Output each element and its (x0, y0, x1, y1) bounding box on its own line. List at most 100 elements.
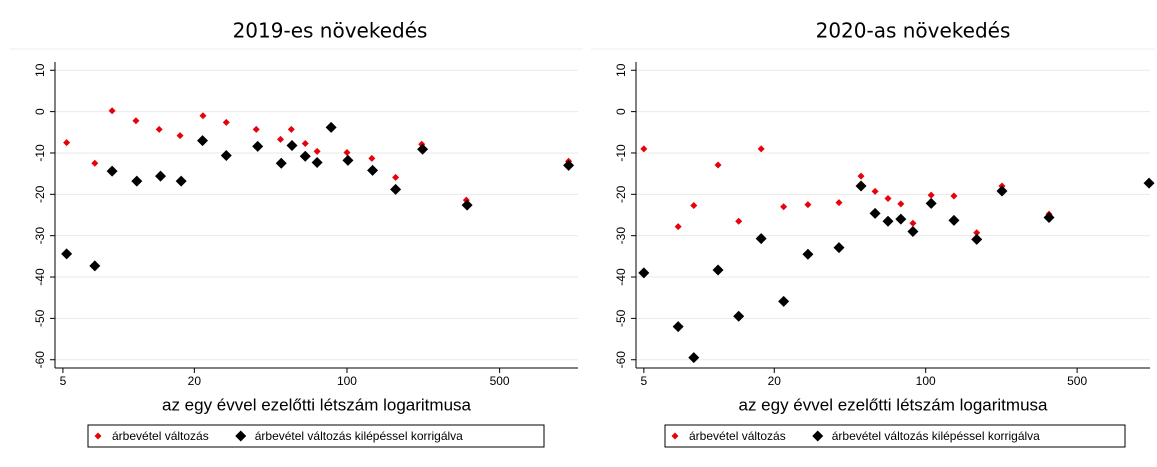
y-tick-label: -40 (33, 268, 47, 286)
legend-box (664, 424, 1126, 448)
point (417, 143, 429, 155)
legend-label: árbevétel változás kilépéssel korrigálva (832, 429, 1040, 443)
point (882, 215, 894, 227)
legend-box (87, 424, 545, 448)
legend-label: árbevétel változás (112, 429, 209, 443)
point (973, 229, 981, 237)
point (714, 161, 722, 169)
x-tick-label: 500 (1067, 374, 1087, 388)
point (175, 175, 187, 187)
legend-label: árbevétel változás kilépéssel korrigálva (255, 429, 463, 443)
y-tick-label: 10 (614, 63, 628, 77)
legend-marker (235, 430, 247, 442)
point (857, 172, 865, 180)
point (155, 125, 163, 133)
point (176, 132, 184, 140)
point (106, 165, 118, 177)
point (275, 157, 287, 169)
y-tick-label: -50 (614, 309, 628, 327)
point (855, 180, 867, 192)
point (342, 154, 354, 166)
point (1143, 177, 1155, 189)
point (461, 199, 473, 211)
point (89, 260, 101, 272)
y-tick-label: -30 (614, 227, 628, 245)
legend-marker (812, 430, 824, 442)
x-tick-label: 100 (916, 374, 936, 388)
point (222, 118, 230, 126)
x-axis-label: az egy évvel ezelőtti létszám logaritmus… (162, 395, 472, 414)
legend-marker (671, 432, 679, 440)
point (927, 191, 935, 199)
point (132, 117, 140, 125)
y-tick-label: -50 (33, 309, 47, 327)
point (835, 199, 843, 207)
x-tick-label: 5 (641, 374, 648, 388)
point (778, 295, 790, 307)
y-tick-label: 10 (33, 63, 47, 77)
point (674, 223, 682, 231)
point (368, 154, 376, 162)
point (220, 149, 232, 161)
point (390, 183, 402, 195)
point (871, 187, 879, 195)
point (925, 197, 937, 209)
point (804, 201, 812, 209)
y-tick-label: 0 (614, 108, 628, 115)
point (1043, 211, 1055, 223)
point (672, 321, 684, 333)
point (286, 140, 298, 152)
y-tick-label: -10 (614, 144, 628, 162)
point (299, 150, 311, 162)
point (313, 147, 321, 155)
y-tick-label: -40 (614, 268, 628, 286)
y-tick-label: 0 (33, 108, 47, 115)
point (688, 352, 700, 364)
point (252, 140, 264, 152)
point (61, 248, 73, 260)
x-axis-label: az egy évvel ezelőtti létszám logaritmus… (739, 395, 1049, 414)
point (311, 156, 323, 168)
point (971, 233, 983, 245)
point (392, 173, 400, 181)
point (690, 201, 698, 209)
point (155, 170, 167, 182)
point (733, 310, 745, 322)
point (287, 125, 295, 133)
point (780, 203, 788, 211)
point (276, 135, 284, 143)
point (563, 159, 575, 171)
y-tick-label: -60 (614, 351, 628, 369)
point (197, 135, 209, 147)
point (755, 233, 767, 245)
y-tick-label: -60 (33, 351, 47, 369)
point (131, 175, 143, 187)
legend-label: árbevétel változás (689, 429, 786, 443)
x-tick-label: 20 (188, 374, 202, 388)
point (638, 267, 650, 279)
point (884, 194, 892, 202)
chart-title: 2020-as növekedés (816, 19, 1011, 43)
point (108, 107, 116, 115)
point (712, 264, 724, 276)
point (907, 226, 919, 238)
point (895, 213, 907, 225)
x-tick-label: 100 (337, 374, 357, 388)
point (252, 125, 260, 133)
y-tick-label: -30 (33, 227, 47, 245)
point (199, 112, 207, 120)
x-tick-label: 20 (768, 374, 782, 388)
point (640, 145, 648, 153)
y-tick-label: -10 (33, 144, 47, 162)
point (833, 242, 845, 254)
point (91, 159, 99, 167)
x-tick-label: 5 (60, 374, 67, 388)
y-tick-label: -20 (614, 185, 628, 203)
point (802, 248, 814, 260)
point (343, 149, 351, 157)
point (950, 192, 958, 200)
point (367, 164, 379, 176)
legend-marker (94, 432, 102, 440)
point (948, 214, 960, 226)
